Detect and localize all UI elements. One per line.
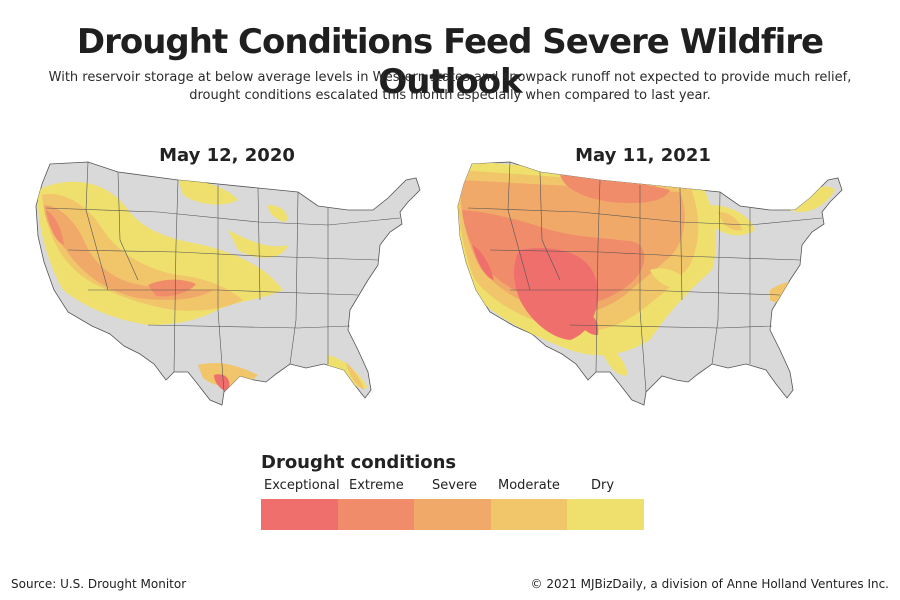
legend-swatch-exceptional [261,499,338,530]
drought-moderate-florida [346,362,364,390]
drought-dry-plains [228,230,288,258]
drought-dry-north [178,178,238,205]
map-date-2021: May 11, 2021 [575,145,711,166]
legend-color-bar [261,499,644,530]
copyright-credit: © 2021 MJBizDaily, a division of Anne Ho… [530,577,890,591]
state-borders-2020 [45,161,401,393]
drought-dry-midsouth [650,268,690,288]
drought-map-2021 [457,161,843,406]
legend-swatch-moderate [490,499,568,530]
legend-label-moderate: Moderate [498,478,560,493]
map-date-2020: May 12, 2020 [159,145,295,166]
legend-labels: Exceptional Extreme Severe Moderate Dry [261,478,646,496]
drought-moderate-west [42,194,243,311]
legend-label-severe: Severe [432,478,477,493]
legend-label-exceptional: Exceptional [264,478,340,493]
drought-dry-gulf [600,345,628,376]
state-borders-2021 [467,161,823,393]
chart-title: Drought Conditions Feed Severe Wildfire … [76,22,824,102]
drought-exceptional-tx [576,313,599,336]
drought-dry-greatlakes [268,205,288,222]
drought-map-2020 [35,161,421,406]
drought-moderate-michigan [718,212,742,231]
legend-label-dry: Dry [591,478,615,493]
chart-subtitle: With reservoir storage at below average … [48,70,852,103]
drought-exceptional-ca [472,245,494,280]
drought-extreme-ca [46,210,64,245]
drought-extreme-northplains [560,175,670,204]
legend-swatch-dry [567,499,644,530]
drought-extreme-tx [214,374,230,392]
source-note: Source: U.S. Drought Monitor [11,577,187,591]
drought-extreme-sw [148,279,196,297]
drought-areas-2021 [458,162,835,376]
legend-swatch-extreme [337,499,415,530]
legend-swatch-severe [414,499,491,530]
legend-title: Drought conditions [261,452,457,473]
drought-severe-west [44,205,213,300]
legend-label-extreme: Extreme [349,478,404,493]
